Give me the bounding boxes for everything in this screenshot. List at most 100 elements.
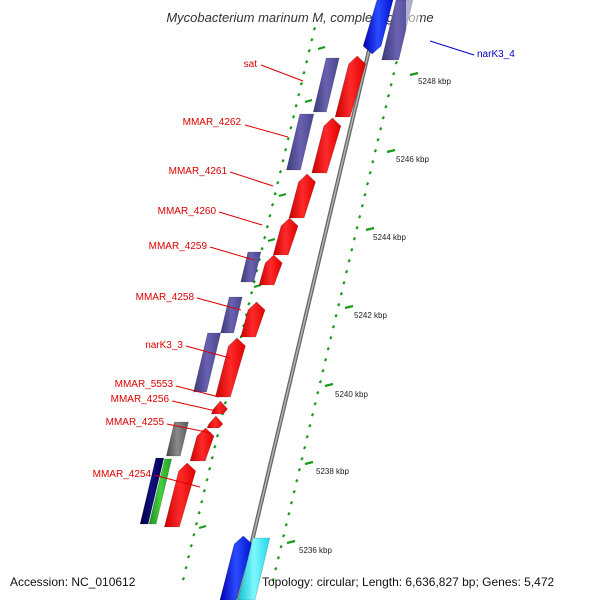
leader-mmar-4259 bbox=[209, 246, 255, 261]
gene-label-mmar-4261[interactable]: MMAR_4261 bbox=[169, 166, 228, 177]
gene-feature-reverse[interactable] bbox=[193, 332, 222, 393]
gc-dash-left bbox=[244, 312, 248, 317]
gene-features bbox=[139, 0, 420, 600]
gc-dash-left bbox=[289, 125, 293, 130]
gc-dash-right bbox=[347, 258, 351, 263]
gene-label-narK3-3[interactable]: narK3_3 bbox=[145, 340, 183, 351]
gene-feature-narK3-4[interactable] bbox=[381, 0, 414, 61]
gc-dash-right bbox=[271, 577, 275, 582]
gene-label-mmar-4260[interactable]: MMAR_4260 bbox=[158, 206, 217, 217]
gene-label-mmar-4258[interactable]: MMAR_4258 bbox=[136, 292, 195, 303]
gc-dash-right bbox=[329, 335, 333, 340]
kbp-tick bbox=[324, 382, 334, 388]
kbp-tick bbox=[386, 148, 396, 154]
gene-feature-mmar-4258[interactable] bbox=[240, 301, 266, 338]
gc-dash-left bbox=[210, 455, 214, 460]
gc-dash-right bbox=[300, 456, 304, 461]
gc-dash-right bbox=[350, 247, 354, 252]
feature-navy[interactable] bbox=[139, 457, 165, 525]
gc-dash-left bbox=[215, 433, 220, 438]
gene-feature-mmar-4260[interactable] bbox=[272, 217, 299, 256]
gc-dash-left bbox=[268, 213, 272, 218]
gene-feature-mmar-4261[interactable] bbox=[288, 173, 316, 219]
gc-dash-right bbox=[334, 313, 338, 318]
gene-feature-narK3-3[interactable] bbox=[214, 337, 246, 398]
gc-dash-major bbox=[317, 45, 326, 51]
gc-dash-right bbox=[308, 423, 312, 428]
gc-dash-right bbox=[365, 181, 370, 186]
gc-dash-left bbox=[249, 290, 254, 295]
kbp-tick bbox=[286, 539, 296, 545]
gc-dash-left bbox=[273, 191, 277, 196]
gc-dash-left bbox=[297, 92, 301, 97]
gene-feature-reverse[interactable] bbox=[220, 296, 243, 334]
gc-dash-left bbox=[276, 180, 280, 185]
gene-feature-mmar-4256[interactable] bbox=[206, 415, 224, 429]
gc-dash-right bbox=[344, 269, 349, 274]
gene-feature-mmar-4259[interactable] bbox=[258, 254, 283, 286]
gene-label-mmar-5553[interactable]: MMAR_5553 bbox=[115, 379, 174, 390]
gene-feature-blue[interactable] bbox=[362, 0, 394, 55]
gc-dash-left bbox=[205, 477, 209, 482]
gene-feature-sat[interactable] bbox=[334, 55, 366, 118]
gc-dash-right bbox=[381, 115, 385, 120]
feature-green[interactable] bbox=[148, 458, 172, 525]
gc-dash-left bbox=[284, 147, 288, 152]
gc-dash-right bbox=[386, 93, 391, 98]
gc-dash-right bbox=[321, 368, 325, 373]
gc-dash-left bbox=[281, 158, 285, 163]
leader-mmar-4258 bbox=[196, 297, 242, 311]
gc-dash-right bbox=[379, 126, 383, 131]
gc-dash-right bbox=[316, 390, 320, 395]
gc-dash-left bbox=[184, 565, 188, 570]
gc-dash-right bbox=[339, 291, 343, 296]
gene-feature-mmar-4255[interactable] bbox=[189, 427, 215, 462]
kbp-label-5236: 5236 kbp bbox=[299, 546, 332, 555]
gc-dash-left bbox=[208, 466, 212, 471]
leader-mmar-4255 bbox=[166, 423, 212, 434]
gc-dash-right bbox=[313, 401, 317, 406]
gc-dash-right bbox=[282, 533, 286, 538]
gc-dash-major bbox=[253, 283, 262, 289]
gene-feature-cyan[interactable] bbox=[237, 537, 271, 600]
feature-grey[interactable] bbox=[165, 421, 189, 457]
gene-label-mmar-4254[interactable]: MMAR_4254 bbox=[93, 469, 152, 480]
gc-dash-major bbox=[267, 237, 276, 243]
kbp-label-5242: 5242 kbp bbox=[354, 311, 387, 320]
gc-dash-right bbox=[295, 478, 299, 483]
gc-dash-right bbox=[368, 170, 372, 175]
gc-dash-right bbox=[287, 511, 291, 516]
gene-label-narK3-4[interactable]: narK3_4 bbox=[477, 49, 515, 60]
gene-label-mmar-4256[interactable]: MMAR_4256 bbox=[111, 394, 170, 405]
gc-dash-left bbox=[252, 279, 256, 284]
gene-feature-blue-bottom[interactable] bbox=[219, 535, 253, 600]
kbp-label-5240: 5240 kbp bbox=[335, 390, 368, 399]
gc-dash-left bbox=[270, 202, 275, 207]
gc-dash-left bbox=[189, 543, 193, 548]
gc-dash-right bbox=[373, 148, 378, 153]
gene-feature-reverse[interactable] bbox=[312, 57, 340, 113]
map-title: Mycobacterium marinum M, complete genome bbox=[166, 10, 433, 25]
gene-feature-reverse[interactable] bbox=[286, 113, 315, 171]
gc-dash-left bbox=[310, 37, 314, 42]
gc-dash-right bbox=[331, 324, 336, 329]
gc-dash-right bbox=[284, 522, 288, 527]
gc-dash-right bbox=[363, 192, 367, 197]
gene-feature-reverse[interactable] bbox=[240, 251, 262, 283]
label-leader-lines bbox=[153, 40, 475, 488]
gc-dash-right bbox=[274, 566, 278, 571]
leader-narK3-4 bbox=[429, 40, 475, 56]
gene-feature-mmar-4262[interactable] bbox=[311, 117, 342, 174]
gc-dash-left bbox=[223, 400, 227, 405]
gene-label-sat[interactable]: sat bbox=[244, 59, 258, 70]
gc-dash-left bbox=[197, 510, 201, 515]
gene-label-mmar-4262[interactable]: MMAR_4262 bbox=[183, 117, 242, 128]
gc-dash-left bbox=[213, 444, 217, 449]
feature-highlight bbox=[406, 0, 420, 30]
gene-feature-mmar-4254[interactable] bbox=[164, 462, 196, 528]
gene-label-mmar-4255[interactable]: MMAR_4255 bbox=[106, 417, 165, 428]
gene-label-mmar-4259[interactable]: MMAR_4259 bbox=[149, 241, 208, 252]
gc-dash-left bbox=[307, 48, 311, 53]
